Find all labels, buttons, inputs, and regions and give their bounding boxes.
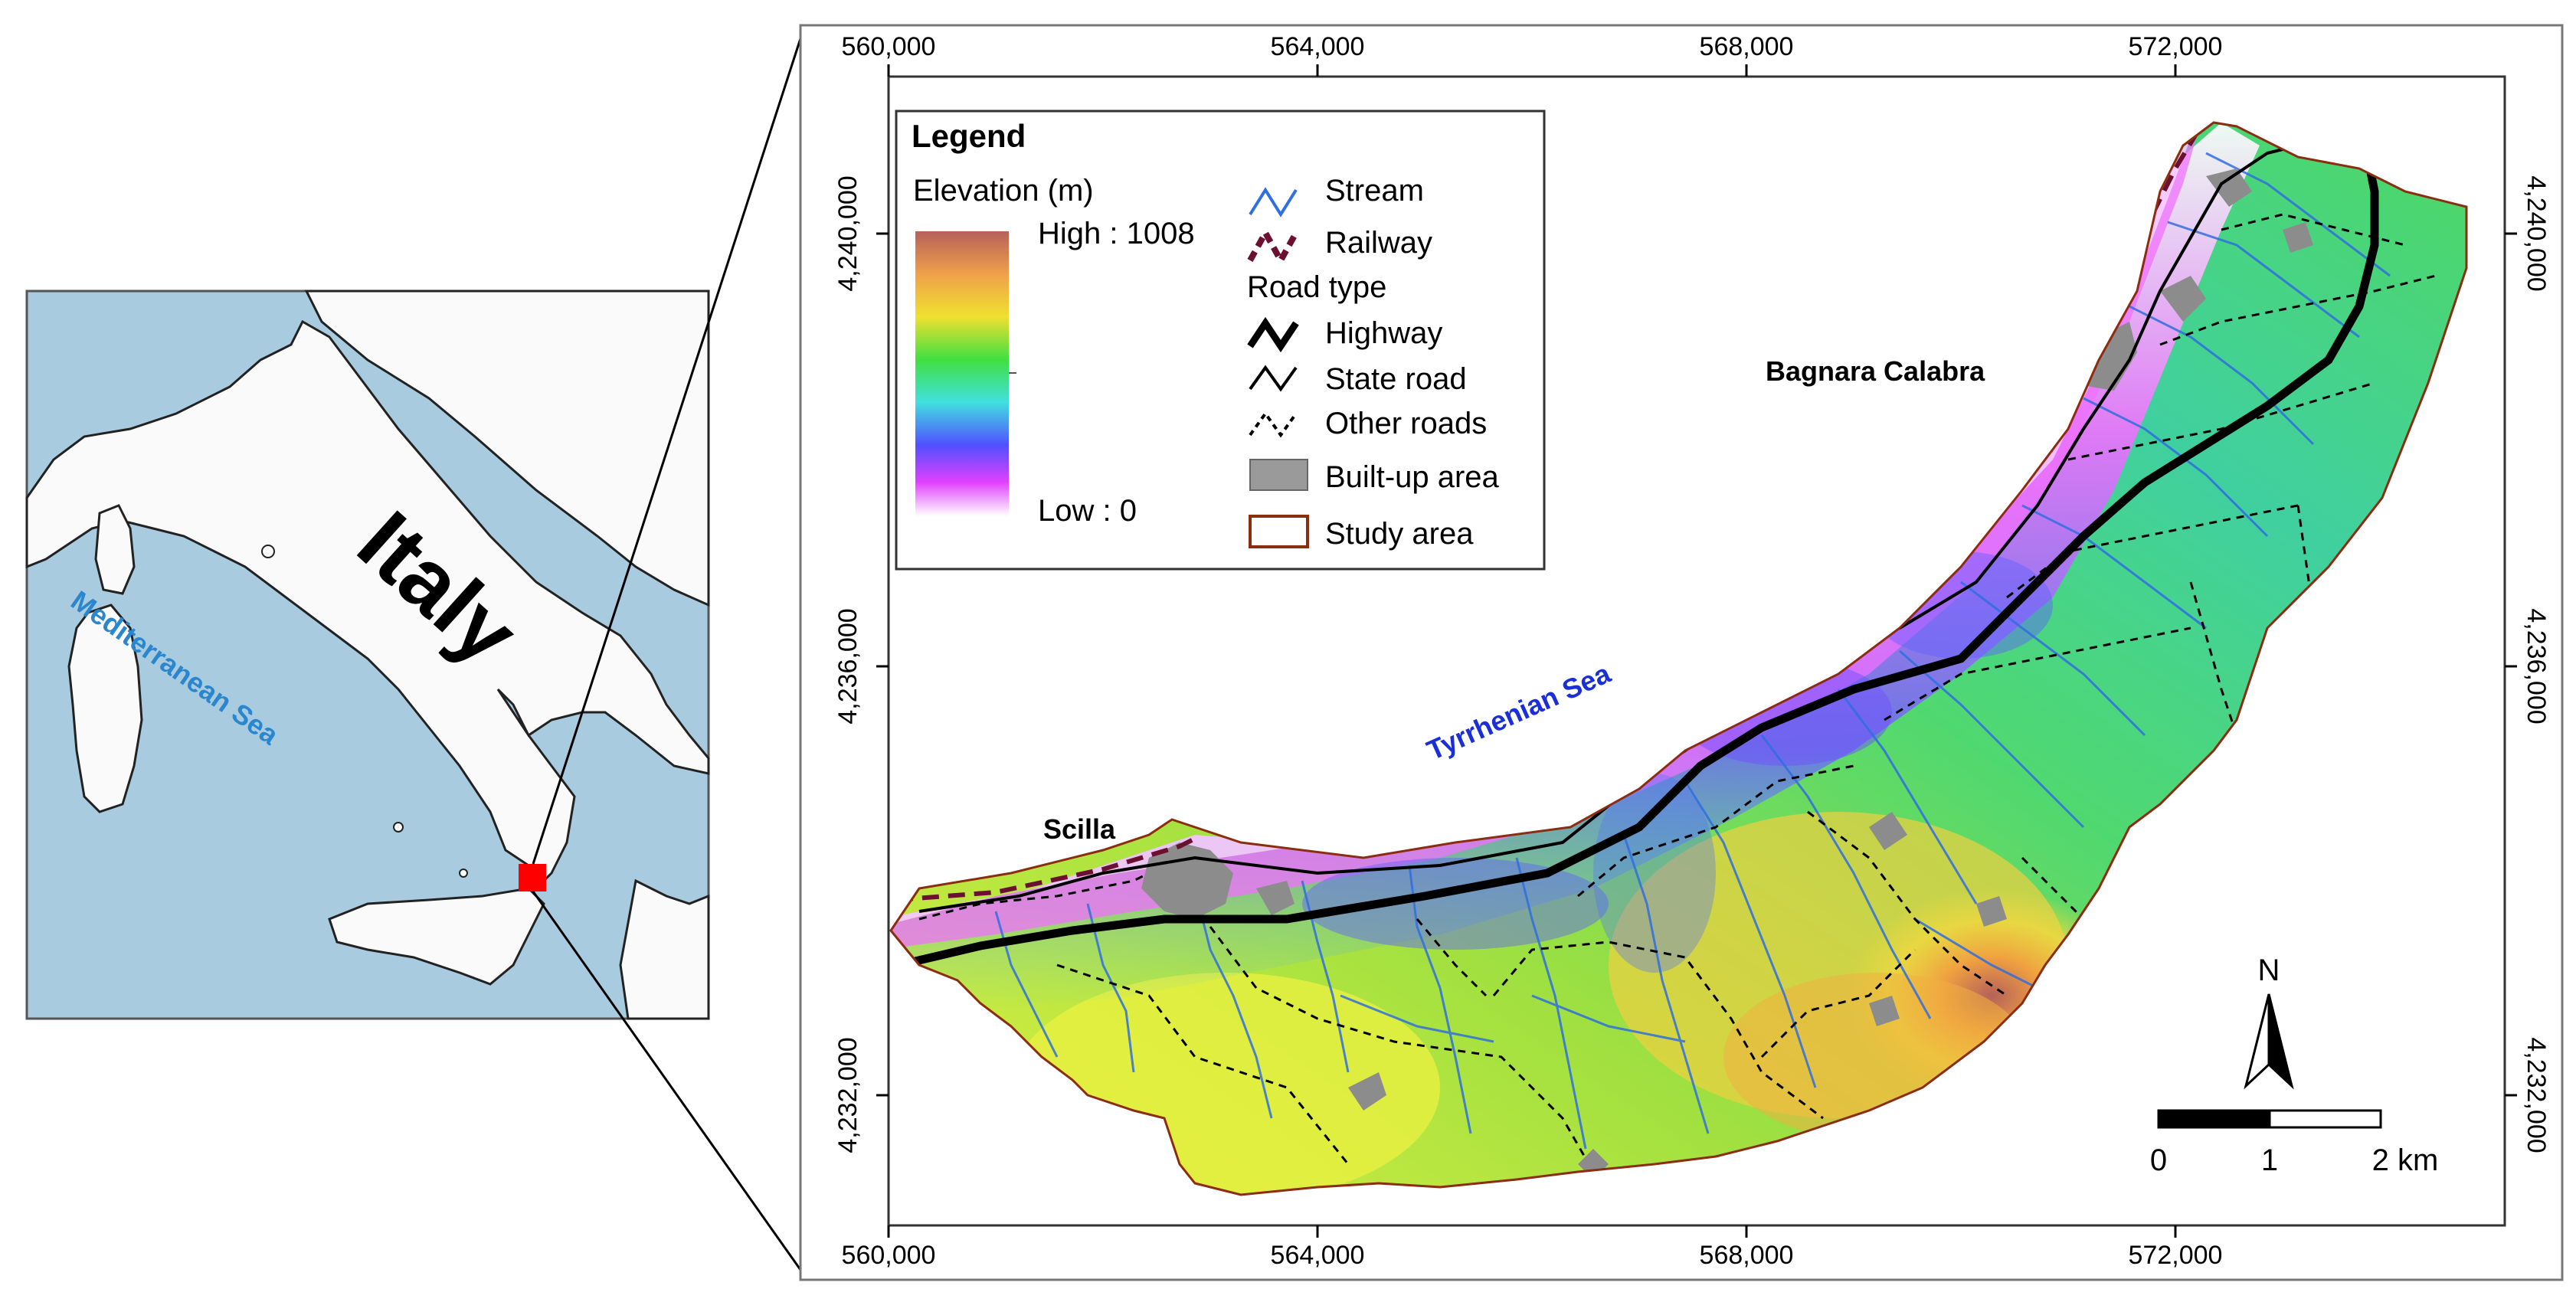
x-tick-label-top: 560,000 [842, 32, 936, 61]
inset-connector-line [532, 26, 806, 865]
legend-state-road-symbol [1249, 365, 1298, 392]
y-axis-ticks [876, 232, 2517, 1097]
legend-elevation-low: Low : 0 [1038, 494, 1137, 528]
other-roads [918, 213, 2437, 1173]
legend-stream-symbol [1249, 187, 1298, 218]
north-arrow: N [2244, 954, 2294, 1090]
legend-highway-symbol [1247, 316, 1299, 353]
inset-africa-land [619, 878, 710, 1020]
legend-elevation-high: High : 1008 [1038, 217, 1195, 250]
streams [994, 152, 2391, 1150]
inset-connector-line [532, 891, 806, 1276]
inset-island [459, 869, 468, 878]
legend-study-area-symbol [1249, 515, 1309, 548]
x-tick-label-top: 572,000 [2129, 32, 2223, 61]
legend-study-area-label: Study area [1325, 517, 1474, 551]
place-label-bagnara: Bagnara Calabra [1766, 355, 1985, 387]
legend-railway-label: Railway [1325, 226, 1432, 260]
scale-bar-label: 1 [2261, 1143, 2278, 1177]
inset-island [393, 822, 404, 833]
legend-highway-label: Highway [1325, 316, 1442, 350]
legend-title: Legend [912, 118, 1026, 154]
y-tick-label-left: 4,232,000 [833, 1037, 862, 1153]
inset-corsica [94, 504, 136, 595]
legend-stream-label: Stream [1325, 174, 1424, 208]
y-tick-label-left: 4,236,000 [833, 608, 862, 724]
place-label-scilla: Scilla [1043, 813, 1116, 845]
inset-italy-land [25, 319, 710, 891]
railway [895, 836, 1196, 902]
inset-sardinia [67, 604, 143, 813]
inset-balkans-land [304, 290, 710, 607]
study-area-boundary [889, 121, 2468, 1196]
x-tick-label-top: 568,000 [1700, 32, 1794, 61]
y-tick-label-right: 4,236,000 [2522, 608, 2551, 724]
study-area-locator [519, 864, 546, 891]
y-tick-label-left: 4,240,000 [833, 175, 862, 291]
inset-island [261, 545, 275, 558]
legend-road-type-label: Road type [1247, 270, 1386, 304]
x-axis-ticks [887, 64, 2177, 1238]
legend: Legend Elevation (m) High : 1008 Low : 0… [895, 110, 1546, 571]
legend-other-roads-symbol [1249, 411, 1298, 438]
x-tick-label-bottom: 560,000 [842, 1241, 936, 1270]
north-arrow-label: N [2258, 954, 2280, 987]
x-tick-label-bottom: 564,000 [1271, 1241, 1365, 1270]
inset-sicily [328, 887, 545, 986]
x-tick-label-bottom: 572,000 [2129, 1241, 2223, 1270]
x-tick-label-bottom: 568,000 [1700, 1241, 1794, 1270]
legend-elevation-title: Elevation (m) [913, 174, 1094, 208]
inset-map: Italy Mediterranean Sea [25, 290, 710, 1020]
scale-bar: 0 1 2 km [2150, 1109, 2439, 1177]
scale-bar-segment [2268, 1109, 2382, 1129]
main-map: Scilla Bagnara Calabra Tyrrhenian Sea 56… [799, 24, 2564, 1281]
elevation-color-ramp [915, 231, 1009, 516]
y-tick-label-right: 4,240,000 [2522, 175, 2551, 291]
highway [914, 152, 2379, 966]
scale-bar-label: 2 km [2372, 1143, 2439, 1177]
legend-state-road-label: State road [1325, 362, 1467, 396]
scale-bar-label: 0 [2150, 1143, 2167, 1177]
y-tick-label-right: 4,232,000 [2522, 1037, 2551, 1153]
legend-built-up-symbol [1249, 459, 1308, 491]
scale-bar-segment [2157, 1109, 2271, 1129]
legend-other-roads-label: Other roads [1325, 407, 1487, 440]
legend-built-up-label: Built-up area [1325, 460, 1500, 494]
x-tick-label-top: 564,000 [1271, 32, 1365, 61]
